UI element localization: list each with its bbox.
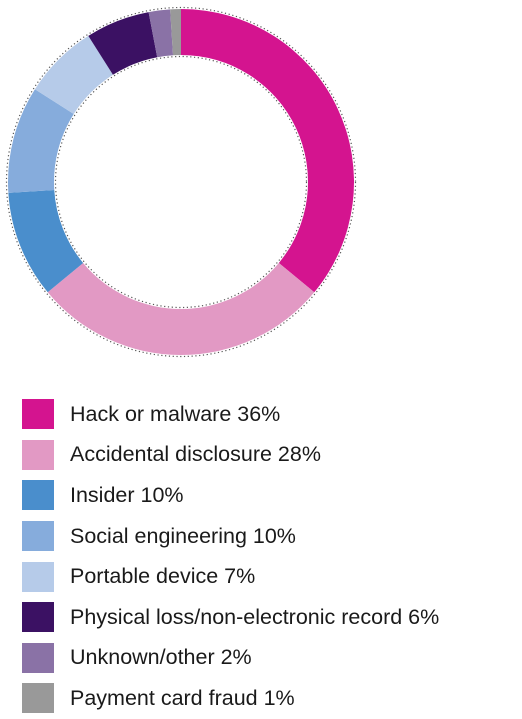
inner-dotted-ring (54, 55, 308, 309)
legend: Hack or malware 36% Accidental disclosure… (22, 394, 439, 719)
legend-label: Physical loss/non-electronic record 6% (70, 604, 440, 629)
donut-slice-4 (34, 35, 113, 114)
legend-label: Insider 10% (70, 482, 184, 507)
donut-slice-0 (181, 9, 354, 293)
outer-dotted-ring (5, 6, 357, 358)
donut-slices (8, 9, 354, 355)
legend-item: Hack or malware 36% (22, 394, 439, 435)
legend-label: Portable device 7% (70, 564, 256, 589)
legend-swatch (22, 683, 54, 714)
donut-slice-1 (47, 262, 315, 355)
legend-swatch (22, 561, 54, 592)
legend-item: Unknown/other 2% (22, 638, 439, 679)
legend-swatch (22, 480, 54, 511)
legend-label: Accidental disclosure 28% (70, 442, 321, 467)
legend-item: Payment card fraud 1% (22, 678, 439, 719)
legend-item: Physical loss/non-electronic record 6% (22, 597, 439, 638)
donut-slice-6 (148, 9, 174, 58)
legend-item: Portable device 7% (22, 556, 439, 597)
legend-label: Social engineering 10% (70, 523, 296, 548)
donut-chart (5, 6, 357, 358)
donut-slice-7 (170, 9, 181, 56)
legend-swatch (22, 602, 54, 633)
donut-slice-3 (8, 89, 74, 193)
legend-swatch (22, 521, 54, 552)
legend-label: Payment card fraud 1% (70, 685, 295, 710)
legend-swatch (22, 399, 54, 430)
legend-item: Accidental disclosure 28% (22, 435, 439, 476)
legend-label: Hack or malware 36% (70, 401, 281, 426)
legend-label: Unknown/other 2% (70, 645, 252, 670)
legend-swatch (22, 642, 54, 673)
donut-slice-2 (8, 189, 84, 293)
legend-item: Insider 10% (22, 475, 439, 516)
donut-slice-5 (88, 12, 158, 75)
legend-swatch (22, 439, 54, 470)
legend-item: Social engineering 10% (22, 516, 439, 557)
